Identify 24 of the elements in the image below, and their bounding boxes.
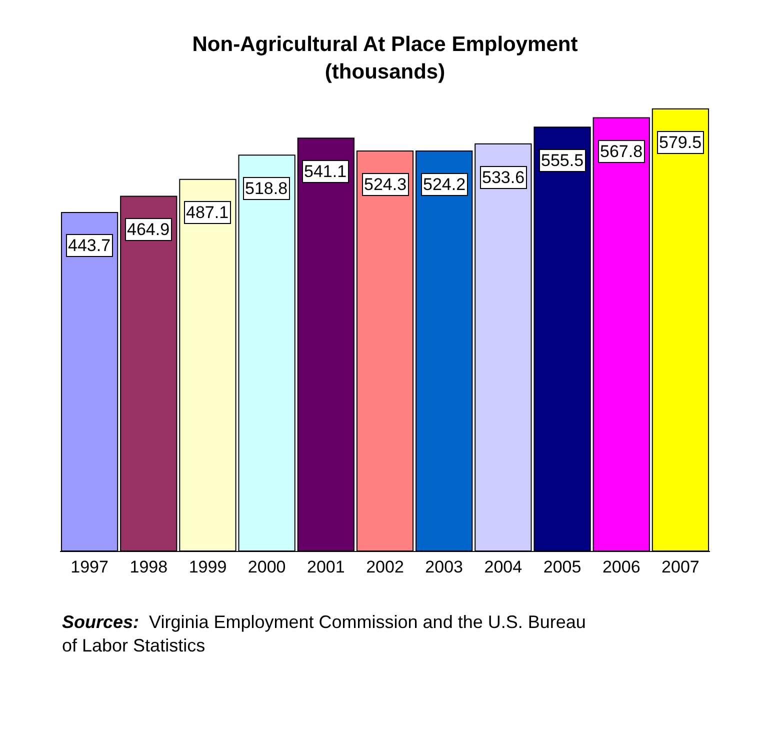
x-tick-label: 2006 [602, 557, 640, 576]
data-label: 567.8 [600, 142, 643, 161]
x-tick-label: 2004 [484, 557, 522, 576]
x-tick-label: 2003 [425, 557, 464, 576]
x-tick-label: 2000 [248, 557, 286, 576]
x-tick-label: 2001 [306, 557, 345, 576]
x-tick-label: 1998 [130, 557, 168, 576]
data-label: 541.1 [304, 162, 347, 181]
x-tick-label: 1997 [70, 557, 108, 576]
x-tick-label: 2005 [543, 557, 582, 576]
data-label: 533.6 [482, 168, 525, 187]
data-label: 524.2 [423, 175, 466, 194]
x-tick-label: 2002 [366, 557, 404, 576]
source-note: Sources: Virginia Employment Commission and the U.S. Bureau of Labor Statistics [62, 612, 586, 656]
data-label: 464.9 [127, 220, 170, 239]
x-tick-label: 1999 [188, 557, 227, 576]
data-label: 443.7 [68, 236, 111, 255]
chart-title: Non-Agricultural At Place Employment (thousands) [192, 33, 578, 84]
data-label: 555.5 [541, 151, 584, 170]
data-label: 579.5 [659, 133, 702, 152]
x-tick-label: 2007 [662, 557, 700, 576]
data-label: 518.8 [245, 179, 288, 198]
data-label: 524.3 [364, 175, 407, 194]
data-label: 487.1 [186, 203, 229, 222]
